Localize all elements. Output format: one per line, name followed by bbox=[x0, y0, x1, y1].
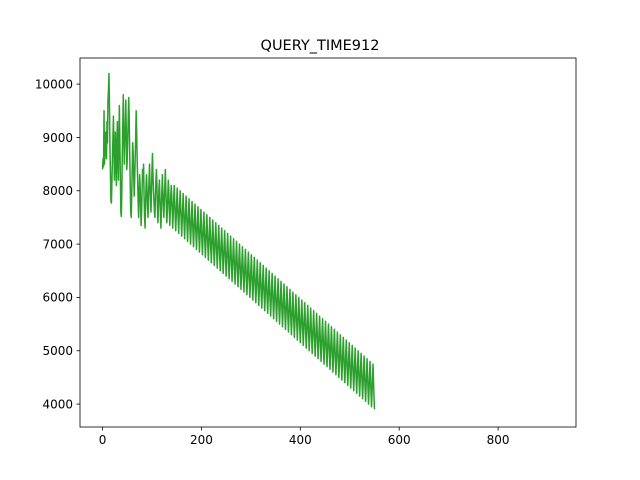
x-tick-label: 600 bbox=[388, 433, 411, 447]
x-tick-label: 0 bbox=[99, 433, 107, 447]
y-tick-label: 9000 bbox=[42, 131, 73, 145]
y-tick-label: 10000 bbox=[35, 77, 73, 91]
chart-title: QUERY_TIME912 bbox=[261, 38, 380, 54]
x-tick-label: 400 bbox=[289, 433, 312, 447]
x-tick-label: 800 bbox=[487, 433, 510, 447]
y-tick-label: 7000 bbox=[42, 237, 73, 251]
y-tick-label: 8000 bbox=[42, 184, 73, 198]
y-tick-label: 4000 bbox=[42, 397, 73, 411]
axes-frame bbox=[79, 57, 577, 428]
series-line-0 bbox=[101, 72, 376, 410]
y-tick-label: 6000 bbox=[42, 291, 73, 305]
y-axis: 4000 5000 6000 7000 8000 9000 10000 bbox=[35, 77, 80, 411]
plot-area bbox=[79, 57, 577, 428]
y-tick-label: 5000 bbox=[42, 344, 73, 358]
x-tick-label: 200 bbox=[190, 433, 213, 447]
x-axis: 0 200 400 600 800 bbox=[99, 427, 510, 447]
